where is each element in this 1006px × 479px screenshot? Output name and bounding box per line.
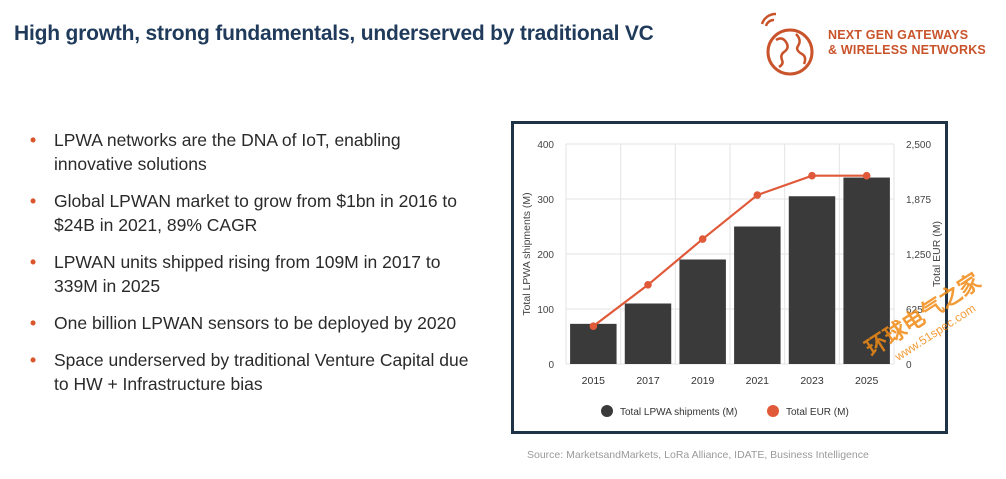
source-note: Source: MarketsandMarkets, LoRa Alliance… xyxy=(527,449,869,461)
line-point xyxy=(698,235,707,243)
bar xyxy=(679,259,726,364)
bar xyxy=(570,323,617,364)
y-tick-label: 200 xyxy=(537,250,554,261)
x-tick-label: 2023 xyxy=(800,375,824,387)
line-point xyxy=(589,322,598,330)
globe-with-signal-icon xyxy=(760,12,814,76)
bar xyxy=(734,226,781,364)
line-point xyxy=(808,171,816,180)
logo-text: NEXT GEN GATEWAYS & WIRELESS NETWORKS xyxy=(828,28,986,58)
x-tick-label: 2017 xyxy=(636,375,660,387)
y2-tick-label: 2,500 xyxy=(906,140,931,151)
bullet-marker: • xyxy=(30,191,37,211)
y-tick-label: 100 xyxy=(537,305,554,316)
chart-frame: 0 100 200 300 400 0 625 1,250 1,875 2,500 2015 2017… xyxy=(511,121,948,434)
line-point xyxy=(753,191,762,199)
x-tick-label: 2025 xyxy=(855,375,879,387)
legend-label-line: Total EUR (M) xyxy=(786,407,849,418)
logo-line1: NEXT GEN GATEWAYS xyxy=(828,28,969,42)
bullet-text: LPWAN units shipped rising from 109M in … xyxy=(54,252,441,296)
bar xyxy=(624,303,672,364)
bullet-text: LPWA networks are the DNA of IoT, enabli… xyxy=(54,130,401,174)
line-series xyxy=(592,174,867,328)
bullet-item: • LPWA networks are the DNA of IoT, enabl… xyxy=(30,128,470,176)
y2-tick-label: 1,250 xyxy=(906,250,931,261)
bullet-item: • LPWAN units shipped rising from 109M in… xyxy=(30,250,470,298)
y-tick-label: 400 xyxy=(537,140,554,151)
x-tick-label: 2019 xyxy=(691,375,715,387)
y2-tick-label: 1,875 xyxy=(906,195,931,206)
y-tick-label: 0 xyxy=(548,360,554,371)
slide-title: High growth, strong fundamentals, unders… xyxy=(14,22,654,45)
bar xyxy=(788,196,836,364)
combo-chart: 0 100 200 300 400 0 625 1,250 1,875 2,500 2015 2017… xyxy=(521,140,943,418)
bullet-item: • Space underserved by traditional Ventur… xyxy=(30,348,470,396)
logo-line2: & WIRELESS NETWORKS xyxy=(828,43,986,57)
y2-tick-label: 625 xyxy=(906,305,923,316)
bullet-marker: • xyxy=(30,313,37,333)
logo: NEXT GEN GATEWAYS & WIRELESS NETWORKS xyxy=(758,12,1002,82)
line-point xyxy=(644,281,652,289)
y-axis-label: Total LPWA shipments (M) xyxy=(521,192,533,315)
x-tick-label: 2021 xyxy=(746,375,770,387)
legend-marker-line xyxy=(767,405,779,417)
bullet-list: • LPWA networks are the DNA of IoT, enabl… xyxy=(30,128,470,409)
bullet-marker: • xyxy=(30,130,37,150)
bullet-marker: • xyxy=(30,252,37,272)
y2-tick-label: 0 xyxy=(906,360,912,371)
bullet-item: • Global LPWAN market to grow from $1bn i… xyxy=(30,189,470,237)
bar xyxy=(843,177,890,364)
bullet-text: Space underserved by traditional Venture… xyxy=(54,350,469,394)
legend-label-bar: Total LPWA shipments (M) xyxy=(620,407,737,418)
bullet-marker: • xyxy=(30,350,37,370)
bullet-item: • One billion LPWAN sensors to be deploye… xyxy=(30,311,470,335)
bullet-text: One billion LPWAN sensors to be deployed… xyxy=(54,313,457,333)
bullet-text: Global LPWAN market to grow from $1bn in… xyxy=(54,191,458,235)
x-tick-label: 2015 xyxy=(582,375,606,387)
line-point xyxy=(862,171,871,180)
y-tick-label: 300 xyxy=(537,195,554,206)
y2-axis-label: Total EUR (M) xyxy=(931,221,943,287)
legend-marker-bar xyxy=(601,405,613,417)
